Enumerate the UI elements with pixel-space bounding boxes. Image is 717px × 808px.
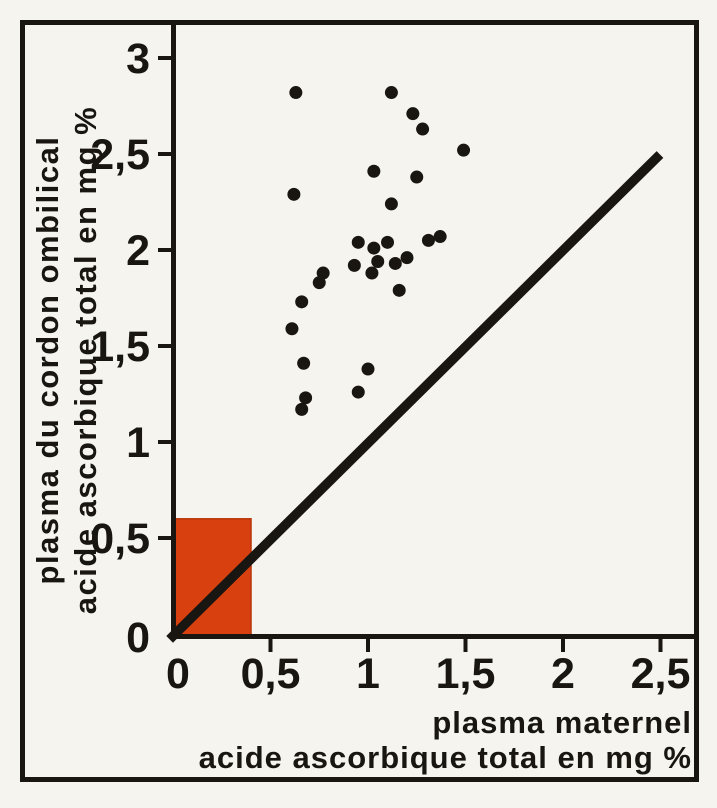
data-point bbox=[416, 122, 430, 136]
y-tick-label: 1 bbox=[126, 419, 150, 467]
x-tick-label: 2,5 bbox=[631, 650, 691, 698]
x-tick-label: 0 bbox=[166, 650, 190, 698]
data-point bbox=[381, 235, 394, 249]
data-point bbox=[457, 143, 471, 157]
data-point bbox=[367, 241, 381, 255]
data-point bbox=[384, 197, 398, 211]
y-tick-label: 0 bbox=[126, 614, 150, 662]
y-tick-label: 1,5 bbox=[90, 323, 150, 371]
data-point bbox=[351, 385, 365, 399]
y-tick-label: 2 bbox=[126, 227, 150, 275]
y-axis-title-line2: acide ascorbique total en mg % bbox=[68, 106, 103, 614]
data-point bbox=[406, 107, 420, 121]
identity-line bbox=[166, 151, 664, 643]
data-point bbox=[299, 391, 313, 405]
x-tick-label: 1 bbox=[356, 650, 380, 698]
x-tick-label: 0,5 bbox=[241, 650, 301, 698]
data-point bbox=[361, 362, 375, 376]
data-point bbox=[289, 86, 303, 100]
x-axis-title-line2: acide ascorbique total en mg % bbox=[199, 740, 692, 775]
data-point bbox=[351, 235, 365, 249]
x-tick-label: 2 bbox=[551, 650, 575, 698]
y-tick-label: 3 bbox=[126, 35, 150, 83]
data-point bbox=[421, 233, 435, 247]
outer-frame bbox=[20, 20, 699, 782]
data-point bbox=[388, 256, 402, 270]
data-point bbox=[295, 402, 309, 416]
data-point bbox=[392, 283, 406, 297]
data-point bbox=[410, 170, 424, 184]
data-point bbox=[312, 276, 326, 290]
data-point bbox=[287, 187, 301, 201]
data-point bbox=[400, 251, 414, 265]
x-axis-title-line1: plasma maternel bbox=[432, 705, 692, 740]
y-axis-title-line1: plasma du cordon ombilical bbox=[30, 136, 65, 585]
data-point bbox=[433, 230, 447, 244]
y-tick-label: 2,5 bbox=[90, 131, 150, 179]
data-point bbox=[371, 255, 385, 269]
data-point bbox=[285, 322, 299, 336]
data-point bbox=[295, 295, 309, 309]
data-point bbox=[365, 266, 379, 280]
data-point bbox=[297, 356, 311, 370]
y-tick-label: 0,5 bbox=[90, 515, 150, 563]
x-tick-label: 1,5 bbox=[436, 650, 496, 698]
data-point bbox=[367, 164, 381, 178]
data-point bbox=[384, 86, 398, 100]
data-point bbox=[347, 258, 361, 272]
